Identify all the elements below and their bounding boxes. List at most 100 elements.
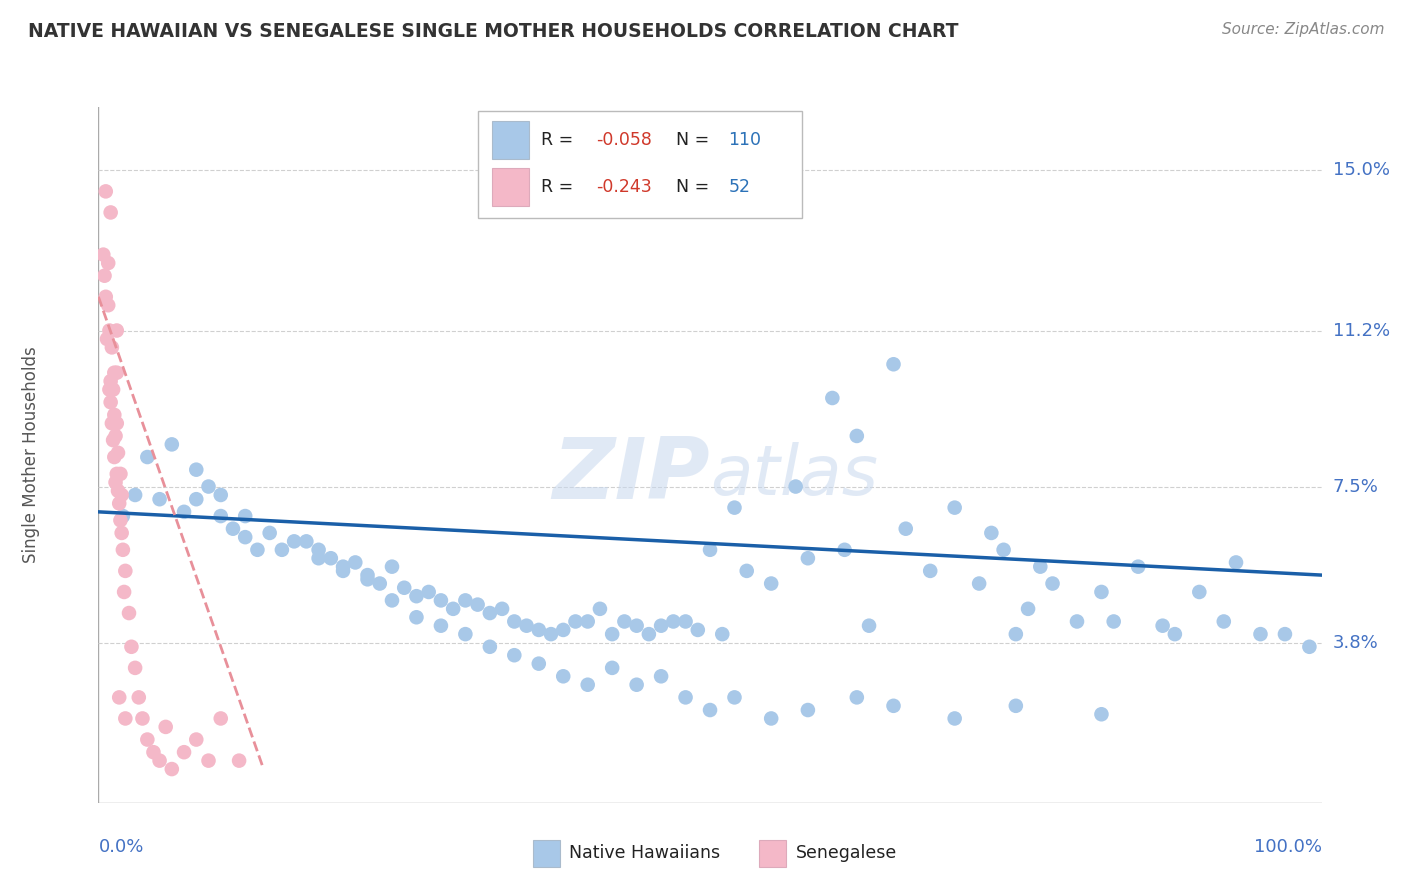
Point xyxy=(894,522,917,536)
Point xyxy=(920,564,942,578)
FancyBboxPatch shape xyxy=(533,840,560,867)
Point xyxy=(1249,627,1271,641)
Text: 15.0%: 15.0% xyxy=(1333,161,1389,179)
Text: 52: 52 xyxy=(728,178,751,196)
Point xyxy=(845,690,868,705)
Point xyxy=(711,627,734,641)
Point xyxy=(699,542,721,557)
Point xyxy=(626,618,648,632)
Point xyxy=(186,732,208,747)
Point xyxy=(111,488,134,502)
Point xyxy=(723,500,745,515)
Point xyxy=(222,522,245,536)
Point xyxy=(650,618,672,632)
Point xyxy=(564,615,586,629)
Point xyxy=(1128,559,1150,574)
Point xyxy=(155,720,177,734)
Point xyxy=(114,711,136,725)
Point xyxy=(103,408,125,422)
Point xyxy=(98,383,121,397)
Text: N =: N = xyxy=(676,178,714,196)
Point xyxy=(209,488,232,502)
Point xyxy=(103,450,125,464)
Point xyxy=(114,564,136,578)
Point xyxy=(576,615,599,629)
Point xyxy=(197,754,219,768)
Point xyxy=(1298,640,1320,654)
Point xyxy=(503,648,526,663)
Point xyxy=(1004,698,1026,713)
Point xyxy=(441,602,464,616)
Point xyxy=(128,690,150,705)
Point xyxy=(124,661,146,675)
Point xyxy=(478,640,501,654)
Text: N =: N = xyxy=(676,131,714,149)
Point xyxy=(136,732,159,747)
Point xyxy=(1102,615,1125,629)
Text: Source: ZipAtlas.com: Source: ZipAtlas.com xyxy=(1222,22,1385,37)
Point xyxy=(100,395,122,409)
Point xyxy=(785,479,807,493)
Text: NATIVE HAWAIIAN VS SENEGALESE SINGLE MOTHER HOUSEHOLDS CORRELATION CHART: NATIVE HAWAIIAN VS SENEGALESE SINGLE MOT… xyxy=(28,22,959,41)
Point xyxy=(553,669,575,683)
Point xyxy=(103,366,125,380)
Point xyxy=(197,479,219,493)
Text: 3.8%: 3.8% xyxy=(1333,633,1378,651)
Point xyxy=(1029,559,1052,574)
Point xyxy=(1090,585,1112,599)
Point xyxy=(233,509,256,524)
Point xyxy=(527,657,550,671)
Point xyxy=(124,488,146,502)
Point xyxy=(626,678,648,692)
Point xyxy=(589,602,612,616)
Point xyxy=(797,703,820,717)
Point xyxy=(430,618,453,632)
Point xyxy=(478,606,501,620)
Point xyxy=(259,525,281,540)
Point xyxy=(118,606,141,620)
Point xyxy=(111,509,134,524)
Text: 11.2%: 11.2% xyxy=(1333,321,1391,340)
Point xyxy=(527,623,550,637)
Point xyxy=(332,564,354,578)
Point xyxy=(735,564,758,578)
Point xyxy=(112,585,135,599)
Point xyxy=(344,556,367,570)
Text: Native Hawaiians: Native Hawaiians xyxy=(569,844,720,862)
Point xyxy=(308,551,330,566)
Point xyxy=(94,290,117,304)
Point xyxy=(613,615,636,629)
Point xyxy=(675,615,697,629)
Text: Senegalese: Senegalese xyxy=(796,844,897,862)
Point xyxy=(110,513,132,527)
Point xyxy=(503,615,526,629)
Point xyxy=(1090,707,1112,722)
Point xyxy=(142,745,165,759)
Point xyxy=(96,332,118,346)
Point xyxy=(650,669,672,683)
Point xyxy=(319,551,342,566)
FancyBboxPatch shape xyxy=(492,168,529,206)
Point xyxy=(858,618,880,632)
Point xyxy=(686,623,709,637)
Text: ZIP: ZIP xyxy=(553,434,710,517)
Point xyxy=(107,483,129,498)
FancyBboxPatch shape xyxy=(759,840,786,867)
Point xyxy=(761,711,783,725)
Point xyxy=(1164,627,1187,641)
Point xyxy=(699,703,721,717)
Point xyxy=(356,568,378,582)
Point xyxy=(100,374,122,388)
Point xyxy=(1042,576,1064,591)
Point xyxy=(101,433,124,447)
Point xyxy=(149,754,172,768)
Point xyxy=(1212,615,1234,629)
Point xyxy=(356,572,378,586)
Point xyxy=(883,698,905,713)
Point xyxy=(662,615,685,629)
Point xyxy=(967,576,990,591)
Point xyxy=(209,509,232,524)
Point xyxy=(149,492,172,507)
Point xyxy=(270,542,294,557)
Point xyxy=(1066,615,1088,629)
